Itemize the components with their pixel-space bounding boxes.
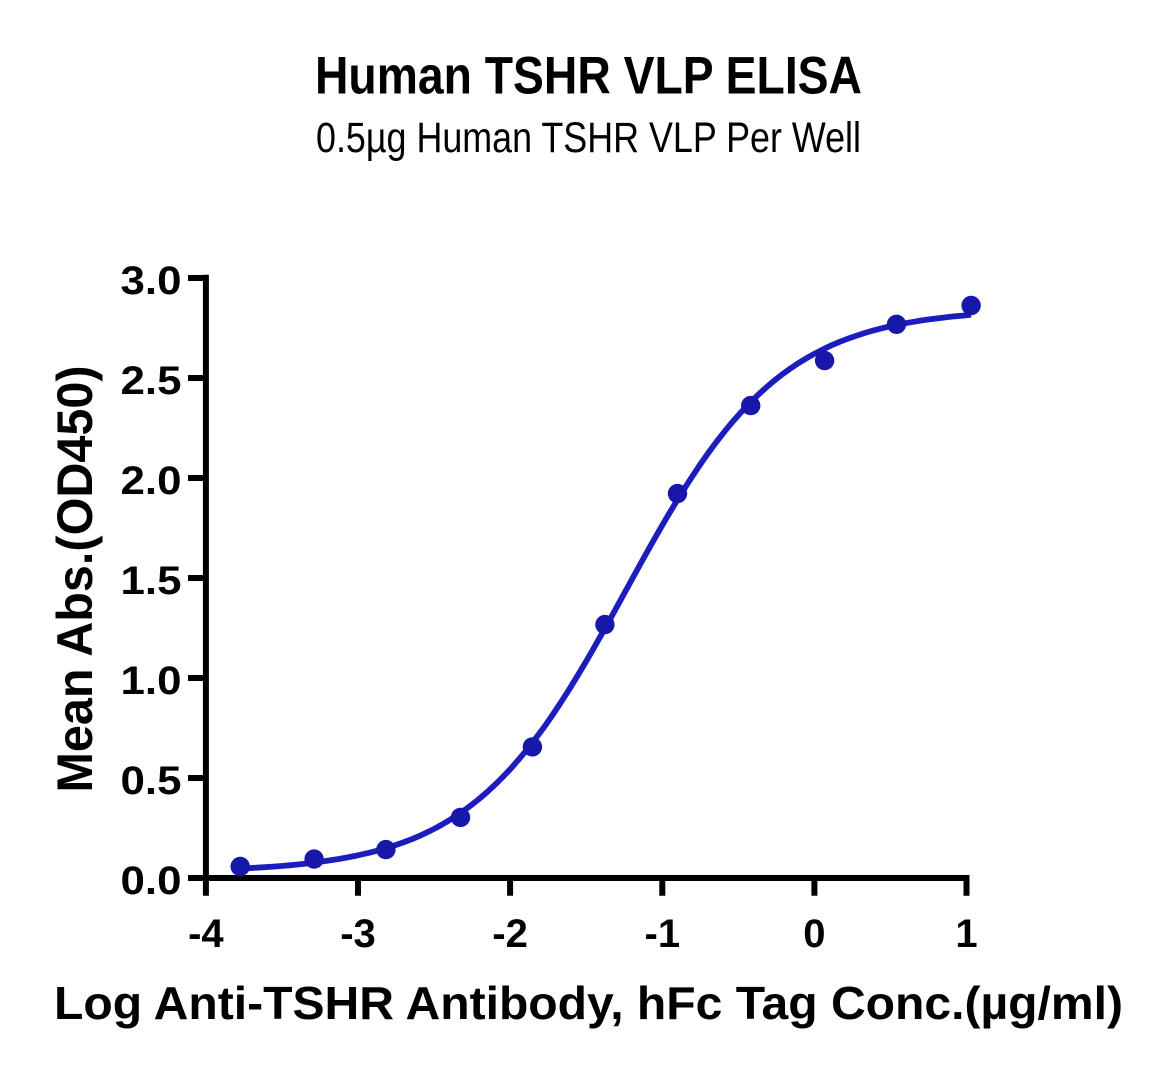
svg-text:1.5: 1.5 [121,559,182,603]
svg-text:2.0: 2.0 [121,459,182,503]
svg-text:-3: -3 [340,912,376,956]
svg-text:Mean Abs.(OD450): Mean Abs.(OD450) [47,366,103,793]
svg-text:1.0: 1.0 [121,659,182,703]
svg-text:0.0: 0.0 [121,859,182,903]
svg-text:Log Anti-TSHR Antibody, hFc Ta: Log Anti-TSHR Antibody, hFc Tag Conc.(µg… [54,977,1123,1029]
svg-text:-1: -1 [645,912,681,956]
svg-text:3.0: 3.0 [121,259,182,303]
svg-text:1: 1 [955,912,977,956]
svg-text:-2: -2 [492,912,528,956]
svg-text:2.5: 2.5 [121,359,182,403]
svg-text:0: 0 [803,912,825,956]
svg-text:-4: -4 [188,912,224,956]
svg-text:0.5µg Human TSHR VLP Per Well: 0.5µg Human TSHR VLP Per Well [316,115,861,162]
svg-text:Human TSHR VLP ELISA: Human TSHR VLP ELISA [315,46,862,105]
svg-text:0.5: 0.5 [121,759,182,803]
